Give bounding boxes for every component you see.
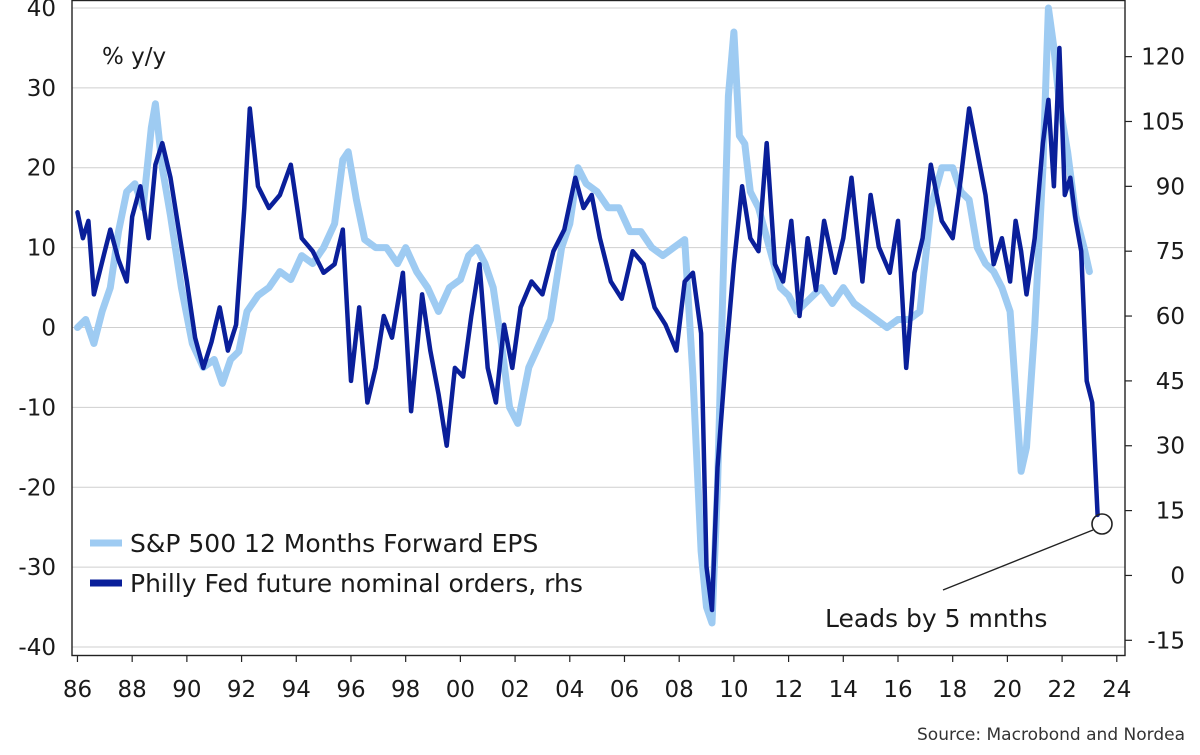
x-tick-label-15: 16 <box>883 677 912 703</box>
x-tick-label-4: 94 <box>282 677 311 703</box>
x-tick-label-16: 18 <box>938 677 967 703</box>
right-tick-label-4: 60 <box>1156 304 1185 330</box>
right-tick-label-0: 120 <box>1141 45 1185 71</box>
right-tick-label-7: 15 <box>1156 499 1185 525</box>
left-tick-label-2: 20 <box>27 156 56 182</box>
x-tick-label-17: 20 <box>993 677 1022 703</box>
x-tick-label-10: 06 <box>610 677 639 703</box>
left-axis-ticks: 40 30 20 10 0 -10 -20 -30 -40 <box>18 0 56 661</box>
x-tick-label-18: 22 <box>1047 677 1076 703</box>
annotation-leader-line <box>942 529 1094 591</box>
right-tick-label-6: 30 <box>1156 434 1185 460</box>
x-tick-label-6: 98 <box>391 677 420 703</box>
x-tick-label-8: 02 <box>500 677 529 703</box>
left-tick-label-7: -30 <box>18 555 56 581</box>
right-tick-label-1: 105 <box>1141 109 1185 135</box>
plot-frame <box>71 0 1126 657</box>
x-tick-label-1: 88 <box>118 677 147 703</box>
series-eps-line <box>74 4 1093 627</box>
right-tick-label-3: 75 <box>1156 239 1185 265</box>
annotation-circle <box>1091 513 1113 535</box>
left-tick-label-4: 0 <box>41 316 56 342</box>
x-tick-label-14: 14 <box>829 677 858 703</box>
left-tick-label-8: -40 <box>18 635 56 661</box>
x-tick-label-11: 08 <box>665 677 694 703</box>
legend-label-eps: S&P 500 12 Months Forward EPS <box>130 529 538 558</box>
y-unit-label: % y/y <box>102 44 166 70</box>
left-tick-label-3: 10 <box>27 236 56 262</box>
x-tick-label-12: 10 <box>719 677 748 703</box>
x-tick-label-19: 24 <box>1102 677 1131 703</box>
x-tick-label-13: 12 <box>774 677 803 703</box>
annotation-text: Leads by 5 mnths <box>825 604 1047 633</box>
left-tick-label-1: 30 <box>27 76 56 102</box>
left-tick-label-5: -10 <box>18 395 56 421</box>
x-tick-label-2: 90 <box>172 677 201 703</box>
series-lines <box>74 4 1100 627</box>
right-tick-label-2: 90 <box>1156 174 1185 200</box>
source-note: Source: Macrobond and Nordea <box>917 725 1185 745</box>
x-tick-label-0: 86 <box>63 677 92 703</box>
x-tick-label-5: 96 <box>336 677 365 703</box>
series-philly-line <box>75 45 1100 613</box>
right-axis-ticks: 120 105 90 75 60 45 30 15 0 -15 <box>1125 45 1185 654</box>
right-tick-label-9: -15 <box>1147 628 1185 654</box>
legend: S&P 500 12 Months Forward EPS Philly Fed… <box>90 529 583 598</box>
legend-label-philly: Philly Fed future nominal orders, rhs <box>130 569 583 598</box>
x-tick-label-9: 04 <box>555 677 584 703</box>
x-tick-label-7: 00 <box>446 677 475 703</box>
x-axis-ticks: 86 88 90 92 94 96 98 00 02 04 06 08 10 12 14 16 18 20 22 24 <box>63 655 1131 703</box>
right-tick-label-8: 0 <box>1170 563 1185 589</box>
lead-annotation: Leads by 5 mnths <box>825 513 1113 633</box>
left-tick-label-6: -20 <box>18 475 56 501</box>
left-tick-label-0: 40 <box>27 0 56 22</box>
x-tick-label-3: 92 <box>227 677 256 703</box>
right-tick-label-5: 45 <box>1156 369 1185 395</box>
